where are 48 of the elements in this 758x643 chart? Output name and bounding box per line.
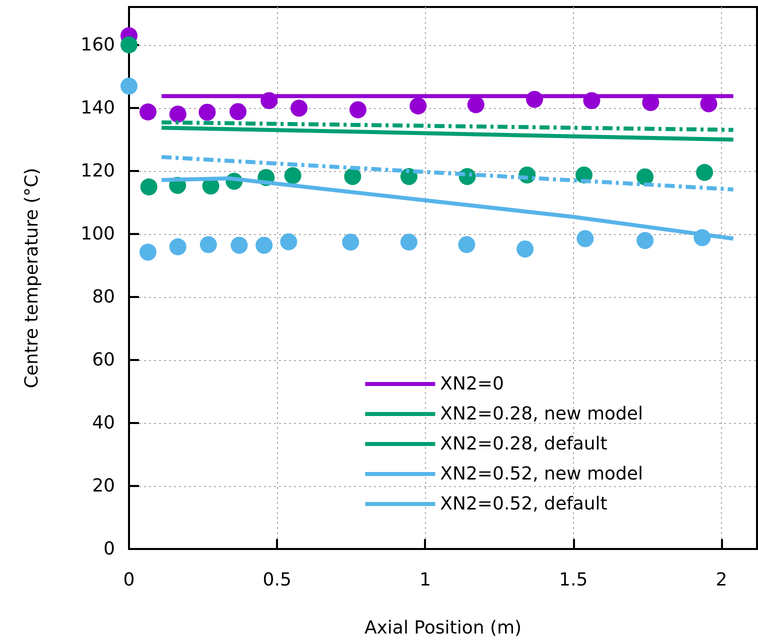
point <box>200 236 217 254</box>
y-tick-label: 140 <box>80 97 115 118</box>
point <box>139 244 156 261</box>
point <box>636 232 654 249</box>
legend-label: XN2=0 <box>440 374 504 394</box>
point <box>290 100 308 117</box>
legend-label: XN2=0.28, default <box>440 434 608 454</box>
point <box>350 101 366 118</box>
y-tick-label: 120 <box>80 160 115 182</box>
point <box>636 168 654 186</box>
y-tick-label: 60 <box>92 349 115 370</box>
point <box>198 104 216 121</box>
point <box>256 236 273 254</box>
point <box>139 103 156 120</box>
point <box>516 240 534 258</box>
x-tick-label: 0.5 <box>262 570 292 590</box>
point <box>458 236 476 254</box>
x-axis-title: Axial Position (m) <box>364 618 522 638</box>
point <box>400 234 418 251</box>
legend-label: XN2=0.28, new model <box>440 404 644 424</box>
y-axis-title: Centre temperature (°C) <box>22 168 42 388</box>
point <box>342 234 360 251</box>
x-tick-label: 0 <box>123 570 135 590</box>
y-tick-label: 20 <box>92 475 115 496</box>
point <box>120 78 138 95</box>
point <box>169 238 186 256</box>
point <box>230 103 247 120</box>
point <box>120 36 138 54</box>
point <box>344 168 362 186</box>
y-tick-label: 0 <box>104 538 115 560</box>
point <box>140 178 158 196</box>
point <box>696 164 714 181</box>
point <box>410 97 427 114</box>
x-tick-label: 2 <box>716 570 728 590</box>
y-tick-label: 40 <box>92 412 115 434</box>
x-tick-label: 1 <box>420 570 431 590</box>
point <box>280 233 298 250</box>
point <box>284 167 302 184</box>
legend-label: XN2=0.52, new model <box>440 464 644 484</box>
x-tick-label: 1.5 <box>559 570 588 590</box>
legend-label: XN2=0.52, default <box>440 494 608 514</box>
point <box>576 230 594 248</box>
point <box>169 106 186 123</box>
y-tick-label: 80 <box>92 286 115 308</box>
point <box>230 236 248 254</box>
y-tick-label: 160 <box>80 34 115 56</box>
y-tick-label: 100 <box>80 223 115 244</box>
point <box>467 96 484 114</box>
